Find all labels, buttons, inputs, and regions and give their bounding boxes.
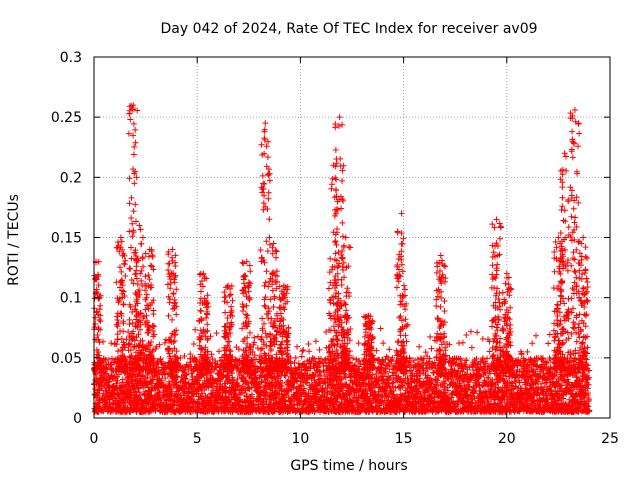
- data-point: [160, 383, 167, 390]
- data-point: [136, 389, 143, 396]
- data-point: [241, 378, 248, 385]
- data-point: [316, 346, 323, 353]
- data-point: [468, 344, 475, 351]
- data-point: [192, 357, 199, 364]
- data-point: [104, 366, 111, 373]
- data-point: [545, 340, 552, 347]
- data-point: [524, 348, 531, 355]
- data-point: [467, 328, 474, 335]
- data-point: [143, 380, 150, 387]
- data-point: [125, 328, 132, 335]
- data-point: [158, 377, 165, 384]
- data-point: [208, 351, 215, 358]
- data-point: [223, 385, 230, 392]
- data-point: [474, 329, 481, 336]
- data-point: [190, 341, 197, 348]
- data-point: [92, 385, 99, 392]
- data-point: [157, 355, 164, 362]
- data-point: [195, 377, 202, 384]
- data-point: [306, 348, 313, 355]
- data-point: [479, 335, 486, 342]
- data-point: [196, 400, 203, 407]
- data-point: [305, 340, 312, 347]
- data-point: [98, 385, 105, 392]
- data-point: [377, 325, 384, 332]
- data-point: [100, 338, 107, 345]
- data-point: [161, 339, 168, 346]
- data-point: [157, 395, 164, 402]
- data-point: [380, 340, 387, 347]
- data-point: [139, 372, 146, 379]
- data-point: [213, 330, 220, 337]
- data-point: [114, 348, 121, 355]
- data-point: [123, 336, 130, 343]
- data-point: [183, 372, 190, 379]
- data-point: [208, 369, 215, 376]
- data-point: [201, 371, 208, 378]
- data-point: [119, 376, 126, 383]
- data-point: [386, 346, 393, 353]
- data-point: [300, 346, 307, 353]
- data-point: [216, 348, 223, 355]
- data-point: [294, 343, 301, 350]
- data-point: [171, 401, 178, 408]
- data-point: [292, 354, 299, 361]
- data-point: [298, 353, 305, 360]
- data-point: [181, 353, 188, 360]
- data-point: [195, 380, 202, 387]
- data-point: [422, 349, 429, 356]
- data-point: [291, 359, 298, 366]
- data-point: [114, 377, 121, 384]
- data-point: [230, 377, 237, 384]
- data-point: [156, 389, 163, 396]
- data-point: [373, 370, 380, 377]
- data-point: [205, 384, 212, 391]
- data-point: [459, 339, 466, 346]
- data-point: [208, 383, 215, 390]
- data-point: [235, 346, 242, 353]
- data-point: [156, 341, 163, 348]
- data-point: [153, 343, 160, 350]
- data-point: [170, 397, 177, 404]
- data-point: [169, 385, 176, 392]
- data-point: [217, 378, 224, 385]
- data-point: [355, 340, 362, 347]
- data-point: [463, 332, 470, 339]
- data-point: [192, 326, 199, 333]
- data-point: [532, 332, 539, 339]
- data-point: [113, 380, 120, 387]
- data-point: [160, 393, 167, 400]
- data-point: [350, 355, 357, 362]
- data-point: [232, 356, 239, 363]
- data-point: [416, 343, 423, 350]
- chart-title: Day 042 of 2024, Rate Of TEC Index for r…: [160, 21, 537, 37]
- data-point: [234, 376, 241, 383]
- data-point: [238, 370, 245, 377]
- data-point: [457, 356, 464, 363]
- data-point: [529, 340, 536, 347]
- data-point: [312, 338, 319, 345]
- data-point: [427, 333, 434, 340]
- data-point: [208, 398, 215, 405]
- data-point: [213, 380, 220, 387]
- data-points: [91, 102, 593, 415]
- data-point: [158, 360, 165, 367]
- data-point: [177, 354, 184, 361]
- data-point: [190, 393, 197, 400]
- data-point: [428, 345, 435, 352]
- data-point: [162, 375, 169, 382]
- data-point: [174, 373, 181, 380]
- data-point: [546, 331, 553, 338]
- data-point: [251, 334, 258, 341]
- data-point: [486, 348, 493, 355]
- data-point: [235, 382, 242, 389]
- data-point: [105, 356, 112, 363]
- data-point: [199, 390, 206, 397]
- data-point: [151, 401, 158, 408]
